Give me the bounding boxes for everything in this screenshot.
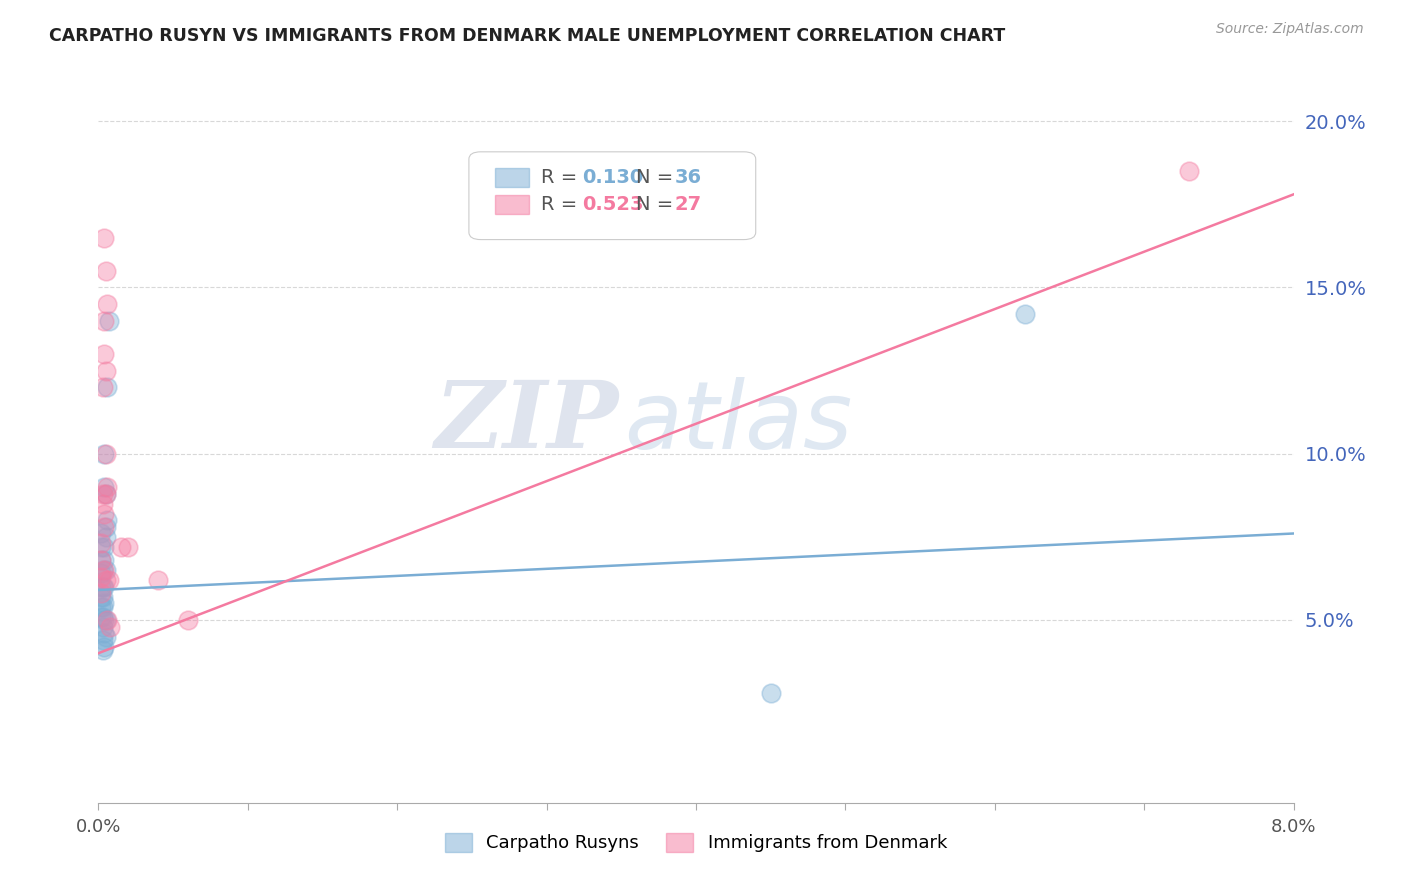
Point — [93, 520, 115, 534]
Point — [94, 630, 117, 644]
Point — [93, 553, 115, 567]
Point — [94, 573, 117, 587]
Point — [94, 563, 117, 577]
Text: N =: N = — [637, 168, 679, 187]
Point — [91, 609, 114, 624]
Point — [90, 553, 112, 567]
Point — [91, 580, 114, 594]
Point — [91, 599, 114, 614]
Point — [93, 447, 115, 461]
Bar — [495, 195, 529, 214]
Point — [148, 573, 170, 587]
Point — [90, 590, 112, 604]
Point — [1178, 164, 1201, 178]
Point — [93, 640, 115, 654]
Point — [1014, 307, 1036, 321]
Point — [96, 613, 118, 627]
Point — [110, 540, 132, 554]
Point — [90, 586, 112, 600]
Point — [94, 264, 117, 278]
Point — [93, 563, 115, 577]
Point — [90, 526, 112, 541]
FancyBboxPatch shape — [470, 152, 756, 240]
Text: 36: 36 — [675, 168, 702, 187]
Point — [90, 540, 112, 554]
Point — [90, 566, 112, 581]
Point — [91, 590, 114, 604]
Point — [91, 380, 114, 394]
Point — [94, 530, 117, 544]
Point — [94, 520, 117, 534]
Text: ZIP: ZIP — [434, 377, 619, 467]
Point — [93, 347, 115, 361]
Bar — [495, 168, 529, 187]
Point — [94, 363, 117, 377]
Point — [98, 619, 122, 633]
Point — [91, 619, 114, 633]
Text: R =: R = — [541, 168, 583, 187]
Point — [96, 297, 118, 311]
Point — [94, 486, 117, 500]
Point — [93, 314, 115, 328]
Text: 27: 27 — [675, 195, 702, 214]
Point — [90, 570, 112, 584]
Point — [93, 230, 115, 244]
Point — [96, 380, 118, 394]
Legend: Carpatho Rusyns, Immigrants from Denmark: Carpatho Rusyns, Immigrants from Denmark — [437, 826, 955, 860]
Point — [97, 314, 120, 328]
Point — [90, 609, 112, 624]
Point — [97, 573, 120, 587]
Text: R =: R = — [541, 195, 583, 214]
Point — [759, 686, 782, 700]
Point — [117, 540, 139, 554]
Text: atlas: atlas — [624, 377, 852, 468]
Point — [93, 540, 115, 554]
Point — [93, 507, 115, 521]
Point — [96, 480, 118, 494]
Point — [96, 513, 118, 527]
Point — [90, 599, 112, 614]
Point — [94, 613, 117, 627]
Point — [177, 613, 200, 627]
Point — [91, 563, 114, 577]
Point — [91, 497, 114, 511]
Point — [94, 486, 117, 500]
Point — [90, 536, 112, 550]
Point — [93, 613, 115, 627]
Text: 0.523: 0.523 — [582, 195, 644, 214]
Text: Source: ZipAtlas.com: Source: ZipAtlas.com — [1216, 22, 1364, 37]
Point — [90, 580, 112, 594]
Point — [91, 643, 114, 657]
Point — [93, 580, 115, 594]
Point — [93, 626, 115, 640]
Point — [91, 486, 114, 500]
Point — [94, 447, 117, 461]
Point — [90, 553, 112, 567]
Text: N =: N = — [637, 195, 679, 214]
Text: CARPATHO RUSYN VS IMMIGRANTS FROM DENMARK MALE UNEMPLOYMENT CORRELATION CHART: CARPATHO RUSYN VS IMMIGRANTS FROM DENMAR… — [49, 27, 1005, 45]
Point — [91, 632, 114, 647]
Point — [93, 596, 115, 610]
Text: 0.130: 0.130 — [582, 168, 644, 187]
Point — [93, 480, 115, 494]
